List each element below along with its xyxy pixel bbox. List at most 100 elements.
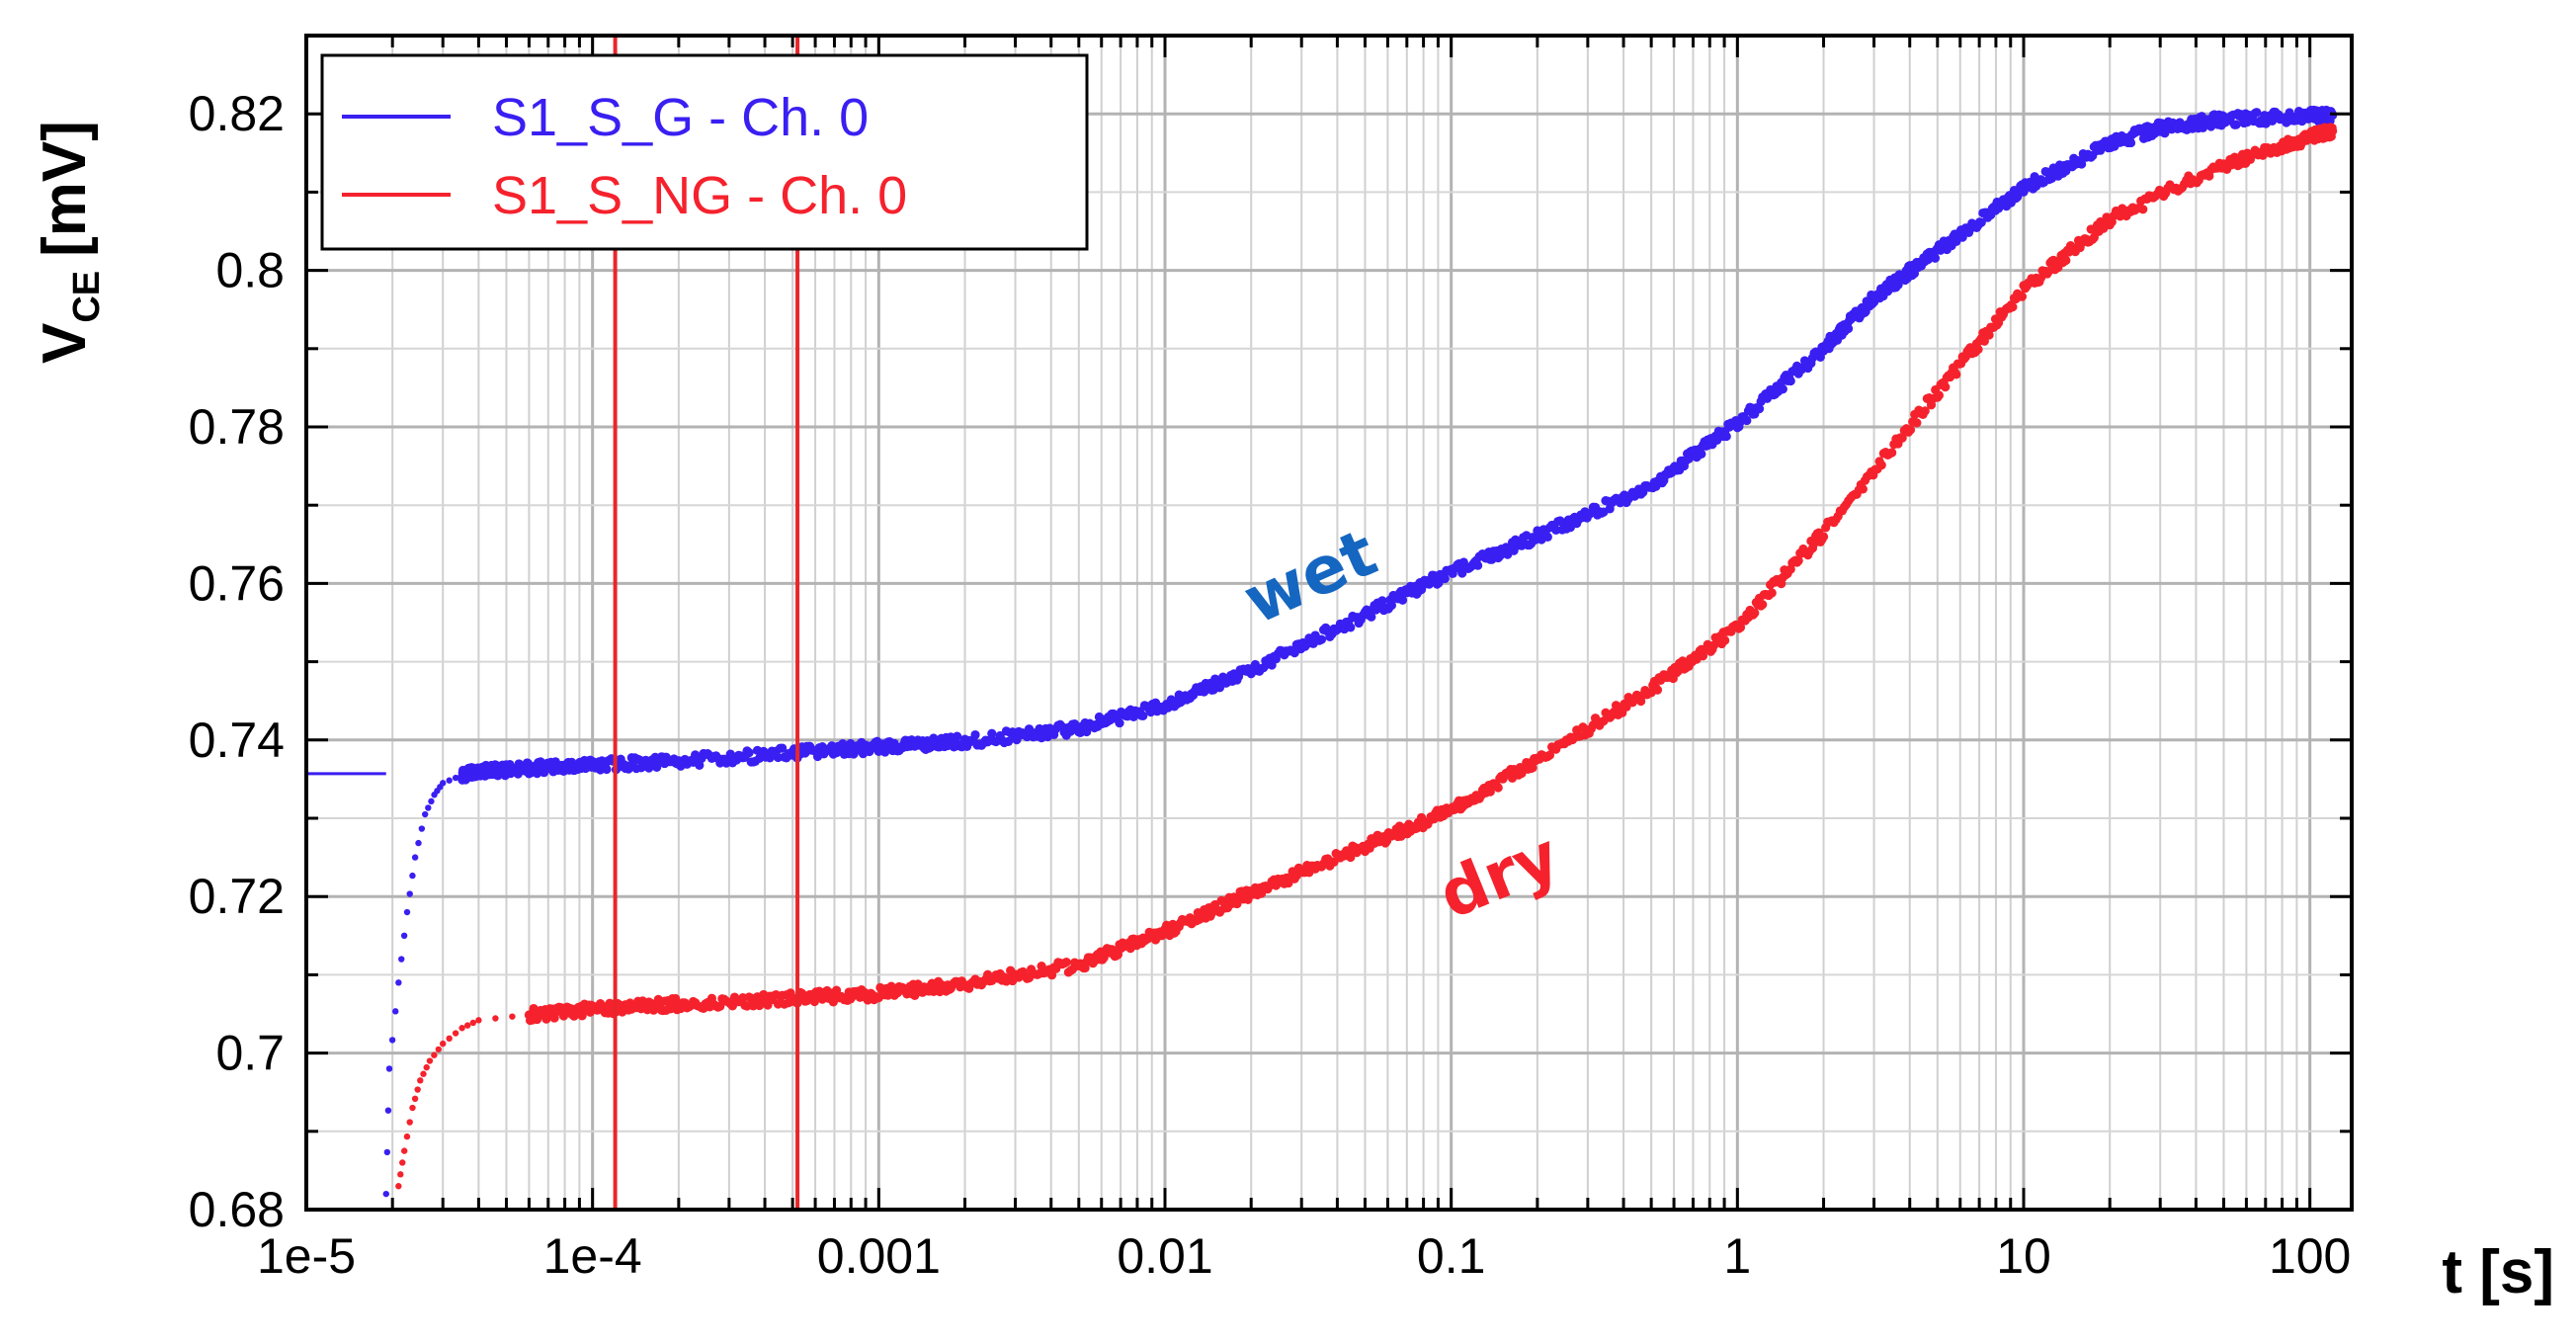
- legend-label-wet: S1_S_G - Ch. 0: [492, 88, 869, 147]
- data-point: [1979, 336, 1989, 346]
- data-point: [428, 798, 435, 805]
- data-point: [446, 777, 453, 784]
- data-point: [1976, 217, 1986, 227]
- legend-label-dry: S1_S_NG - Ch. 0: [492, 166, 907, 225]
- data-point: [1858, 484, 1868, 494]
- data-point: [1973, 344, 1983, 355]
- data-point: [420, 1070, 427, 1077]
- x-tick-label: 0.001: [817, 1228, 941, 1284]
- data-point: [431, 1051, 438, 1058]
- data-point: [452, 774, 459, 782]
- data-point: [744, 748, 754, 758]
- data-point: [1346, 852, 1356, 863]
- data-point: [406, 890, 413, 897]
- data-point: [1843, 323, 1854, 334]
- plot-frame: [304, 34, 2354, 1212]
- data-point: [1793, 555, 1803, 565]
- data-point: [1912, 418, 1922, 428]
- data-point: [695, 760, 705, 770]
- y-tick-label: 0.76: [189, 555, 285, 611]
- data-point: [414, 1086, 421, 1093]
- legend: S1_S_G - Ch. 0 S1_S_NG - Ch. 0: [320, 53, 1089, 251]
- data-point: [422, 810, 429, 818]
- data-point: [1750, 608, 1760, 618]
- data-point: [2328, 126, 2338, 136]
- data-point: [411, 1095, 419, 1103]
- data-point: [1346, 623, 1356, 632]
- data-point: [953, 731, 962, 741]
- data-point: [452, 1030, 459, 1037]
- y-tick-label: 0.82: [189, 86, 285, 141]
- data-point: [2252, 108, 2262, 118]
- data-point: [446, 1035, 453, 1043]
- data-point: [1473, 560, 1483, 570]
- data-point: [1754, 404, 1765, 414]
- data-point: [383, 1148, 391, 1156]
- data-point: [2231, 120, 2241, 129]
- data-point: [1767, 588, 1777, 598]
- data-point: [384, 1107, 392, 1114]
- data-point: [1786, 376, 1795, 386]
- data-point: [403, 1133, 411, 1140]
- data-point: [398, 956, 405, 963]
- data-point: [1876, 460, 1886, 470]
- data-point: [2328, 111, 2338, 121]
- legend-box: [320, 53, 1089, 251]
- data-point: [388, 1037, 396, 1044]
- series-wet: [306, 105, 2338, 1198]
- data-point: [385, 1065, 393, 1072]
- data-point: [2061, 255, 2071, 266]
- data-point: [2125, 137, 2136, 148]
- data-point: [1528, 763, 1537, 773]
- data-point: [409, 1104, 416, 1112]
- data-point: [1697, 449, 1706, 459]
- data-point: [399, 1159, 406, 1166]
- data-point: [415, 839, 422, 847]
- data-point: [397, 1171, 404, 1178]
- data-point: [1934, 390, 1944, 400]
- data-point: [1138, 711, 1148, 720]
- data-point: [1818, 532, 1829, 542]
- data-point: [395, 1183, 402, 1190]
- data-point: [458, 1025, 465, 1032]
- data-point: [1115, 717, 1124, 728]
- data-point: [417, 1077, 424, 1084]
- data-point: [987, 728, 997, 738]
- data-point: [426, 1057, 434, 1064]
- data-point: [652, 762, 662, 772]
- data-point: [2017, 292, 2028, 301]
- y-tick-label: 0.72: [189, 869, 285, 924]
- data-point: [715, 1001, 725, 1011]
- data-point: [2008, 301, 2018, 312]
- data-point: [492, 1015, 499, 1022]
- data-point: [1493, 783, 1503, 793]
- data-point: [1377, 596, 1387, 606]
- data-point: [1542, 532, 1552, 542]
- data-point: [1416, 812, 1427, 822]
- x-tick-label: 100: [2269, 1228, 2351, 1284]
- data-point: [1735, 623, 1746, 632]
- data-point: [1742, 415, 1752, 426]
- data-point: [395, 979, 402, 986]
- y-tick-label: 0.74: [189, 713, 285, 768]
- data-point: [1905, 425, 1916, 435]
- y-tick-label: 0.7: [215, 1026, 285, 1081]
- x-tick-label: 0.1: [1417, 1228, 1486, 1284]
- x-tick-label: 1e-5: [257, 1228, 356, 1284]
- data-point: [382, 1190, 389, 1198]
- data-point: [1952, 370, 1961, 379]
- data-point: [463, 1022, 471, 1029]
- data-point: [475, 1017, 482, 1024]
- data-point: [1941, 382, 1951, 392]
- series-dry: [395, 123, 2338, 1190]
- data-point: [440, 780, 447, 787]
- data-point: [1984, 330, 1994, 340]
- data-point: [1930, 253, 1941, 263]
- data-point: [1758, 600, 1768, 610]
- data-point: [1485, 787, 1495, 797]
- data-point: [1367, 612, 1376, 622]
- x-tick-label: 10: [1996, 1228, 2051, 1284]
- y-tick-label: 0.68: [189, 1182, 285, 1237]
